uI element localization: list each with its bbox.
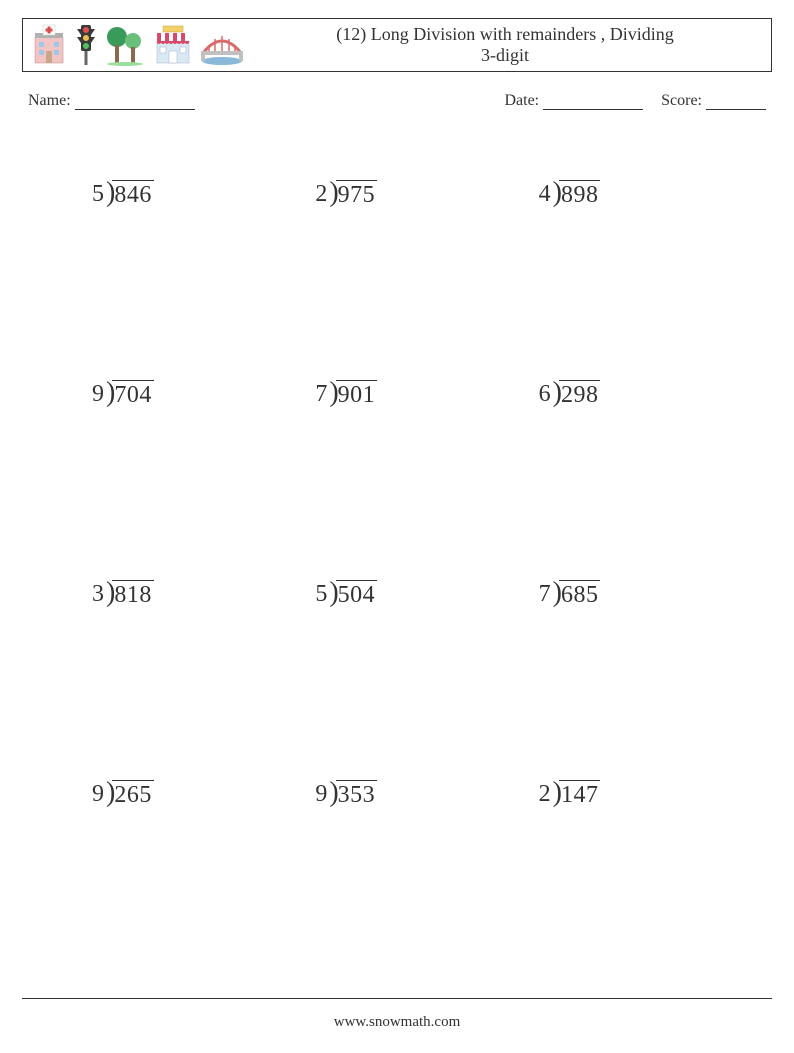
name-field: Name:	[28, 92, 504, 110]
division-problem: 9)704	[92, 380, 154, 410]
divisor: 4	[539, 180, 553, 209]
divisor: 5	[92, 180, 106, 209]
dividend: 898	[559, 180, 601, 210]
problem-cell: 3)818	[62, 550, 285, 750]
date-blank	[543, 95, 643, 110]
problem-cell: 7)685	[509, 550, 732, 750]
divisor: 2	[315, 180, 329, 209]
problem-cell: 9)353	[285, 750, 508, 950]
division-bracket: )	[106, 779, 115, 807]
info-row: Name: Date: Score:	[22, 92, 772, 110]
problem-cell: 7)901	[285, 350, 508, 550]
division-problem: 2)147	[539, 780, 601, 810]
problem-cell: 2)975	[285, 150, 508, 350]
divisor: 3	[92, 580, 106, 609]
dividend: 901	[336, 380, 378, 410]
division-bracket: )	[329, 179, 338, 207]
date-field: Date:	[504, 92, 643, 110]
division-bracket: )	[106, 379, 115, 407]
dividend: 818	[112, 580, 154, 610]
trees-icon	[103, 23, 147, 67]
dividend: 975	[336, 180, 378, 210]
division-problem: 3)818	[92, 580, 154, 610]
divisor: 7	[539, 580, 553, 609]
worksheet-page: (12) Long Division with remainders , Div…	[0, 0, 794, 1053]
division-bracket: )	[553, 579, 562, 607]
divisor: 9	[92, 780, 106, 809]
division-bracket: )	[329, 579, 338, 607]
problems-grid: 5)846 2)975 4)898 9)704 7)901 6)298	[22, 150, 772, 950]
header-icons	[29, 23, 245, 67]
traffic-light-icon	[73, 23, 99, 67]
bridge-icon	[199, 23, 245, 67]
division-problem: 6)298	[539, 380, 601, 410]
division-bracket: )	[106, 579, 115, 607]
division-bracket: )	[106, 179, 115, 207]
divisor: 7	[315, 380, 329, 409]
dividend: 298	[559, 380, 601, 410]
dividend: 704	[112, 380, 154, 410]
dividend: 504	[336, 580, 378, 610]
problem-cell: 5)846	[62, 150, 285, 350]
name-blank	[75, 95, 195, 110]
date-label: Date:	[504, 92, 539, 109]
problem-cell: 9)265	[62, 750, 285, 950]
division-problem: 5)504	[315, 580, 377, 610]
division-problem: 7)901	[315, 380, 377, 410]
footer-rule	[22, 998, 772, 999]
divisor: 5	[315, 580, 329, 609]
division-problem: 9)353	[315, 780, 377, 810]
division-problem: 5)846	[92, 180, 154, 210]
title-line-1: (12) Long Division with remainders , Div…	[336, 24, 673, 44]
division-bracket: )	[553, 779, 562, 807]
title-line-2: 3-digit	[481, 45, 529, 65]
division-problem: 2)975	[315, 180, 377, 210]
hospital-icon	[29, 23, 69, 67]
divisor: 9	[92, 380, 106, 409]
footer-text: www.snowmath.com	[0, 1014, 794, 1031]
problem-cell: 2)147	[509, 750, 732, 950]
divisor: 6	[539, 380, 553, 409]
dividend: 846	[112, 180, 154, 210]
division-bracket: )	[329, 779, 338, 807]
division-bracket: )	[553, 179, 562, 207]
dividend: 265	[112, 780, 154, 810]
division-bracket: )	[329, 379, 338, 407]
problem-cell: 5)504	[285, 550, 508, 750]
divisor: 9	[315, 780, 329, 809]
score-field: Score:	[661, 92, 766, 110]
division-problem: 9)265	[92, 780, 154, 810]
division-problem: 7)685	[539, 580, 601, 610]
problem-cell: 6)298	[509, 350, 732, 550]
division-problem: 4)898	[539, 180, 601, 210]
division-bracket: )	[553, 379, 562, 407]
score-blank	[706, 95, 766, 110]
problem-cell: 9)704	[62, 350, 285, 550]
divisor: 2	[539, 780, 553, 809]
score-label: Score:	[661, 92, 702, 109]
name-label: Name:	[28, 92, 71, 109]
header-box: (12) Long Division with remainders , Div…	[22, 18, 772, 72]
worksheet-title: (12) Long Division with remainders , Div…	[245, 24, 765, 65]
dividend: 353	[336, 780, 378, 810]
shop-icon	[151, 23, 195, 67]
dividend: 147	[559, 780, 601, 810]
problem-cell: 4)898	[509, 150, 732, 350]
dividend: 685	[559, 580, 601, 610]
